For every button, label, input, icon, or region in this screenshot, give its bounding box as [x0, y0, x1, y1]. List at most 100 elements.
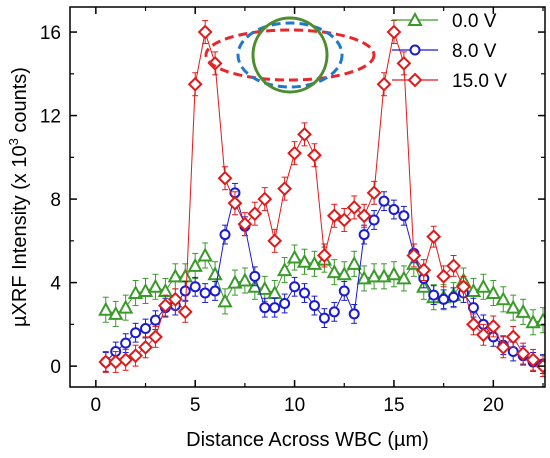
data-point	[366, 268, 382, 283]
x-tick-label: 15	[383, 395, 404, 416]
data-point	[416, 262, 432, 278]
data-point	[366, 185, 382, 201]
data-point	[140, 323, 152, 335]
legend-label: 8.0 V	[452, 41, 497, 62]
data-point	[217, 170, 233, 186]
legend-marker	[409, 44, 421, 56]
data-point	[446, 258, 461, 274]
series-diamond	[98, 20, 545, 378]
data-point	[187, 257, 203, 272]
data-point	[485, 319, 501, 334]
data-point	[257, 191, 273, 207]
data-point	[219, 229, 231, 241]
axes: 0 5 10 15 20 0 4 8 12 16	[40, 6, 546, 416]
y-axis-title-superscript: 3	[6, 138, 21, 145]
legend-item: 15.0 V	[392, 71, 507, 92]
data-point	[356, 270, 372, 285]
data-point	[197, 24, 213, 40]
data-point	[187, 76, 203, 92]
plot-area	[98, 20, 545, 378]
data-point	[326, 208, 342, 224]
x-tick-label: 5	[190, 395, 201, 416]
data-point	[346, 255, 362, 270]
legend-item: 8.0 V	[392, 41, 497, 62]
data-point	[316, 248, 332, 263]
data-point	[249, 270, 261, 282]
data-point	[227, 195, 243, 211]
y-axis-title-suffix: counts)	[9, 67, 31, 138]
data-point	[209, 285, 221, 297]
data-point	[356, 208, 372, 224]
data-point	[535, 312, 545, 327]
data-point	[495, 291, 511, 306]
data-point	[525, 352, 541, 368]
outer-ellipse	[204, 28, 376, 82]
data-point	[338, 285, 350, 297]
x-axis-title: Distance Across WBC (µm)	[186, 429, 429, 451]
data-point	[157, 298, 173, 313]
data-point	[149, 314, 161, 326]
data-point	[289, 281, 301, 293]
legend-marker	[407, 72, 423, 88]
data-point	[138, 339, 153, 355]
data-point	[269, 302, 281, 314]
data-point	[438, 293, 450, 305]
data-point	[297, 126, 312, 142]
data-point	[167, 291, 183, 307]
data-point	[428, 289, 440, 301]
y-axis-title-prefix: µXRF Intensity (x 10	[9, 145, 31, 327]
data-point	[376, 268, 392, 283]
data-point	[456, 279, 471, 295]
data-point	[505, 299, 521, 314]
data-point	[308, 300, 320, 312]
legend-item: 0.0 V	[392, 11, 497, 32]
middle-ellipse	[236, 21, 344, 89]
data-point	[98, 354, 114, 370]
data-point	[507, 346, 519, 358]
data-point	[396, 55, 412, 71]
legend-label: 0.0 V	[452, 11, 497, 32]
legend-label: 15.0 V	[452, 71, 507, 92]
data-point	[237, 216, 253, 232]
data-point	[137, 282, 154, 297]
data-point	[147, 278, 164, 293]
data-point	[318, 312, 330, 324]
data-point	[475, 327, 491, 343]
inset-diagram	[204, 16, 376, 94]
data-point	[118, 352, 134, 368]
data-point	[296, 253, 313, 268]
data-point	[299, 287, 311, 299]
data-point	[436, 268, 452, 284]
data-point	[466, 316, 481, 332]
data-point	[197, 247, 213, 262]
y-tick-label: 0	[50, 357, 61, 378]
data-point	[259, 302, 271, 314]
y-tick-label: 16	[40, 23, 61, 44]
data-point	[378, 195, 390, 207]
data-point	[167, 268, 184, 283]
data-point	[257, 280, 273, 295]
data-point	[525, 314, 541, 329]
data-point	[287, 145, 302, 161]
data-point	[207, 55, 223, 71]
data-point	[148, 329, 163, 345]
data-point	[286, 249, 303, 264]
data-point	[199, 287, 211, 299]
data-point	[368, 214, 380, 226]
data-point	[217, 293, 233, 308]
data-point	[398, 210, 410, 222]
x-tick-label: 20	[483, 395, 504, 416]
data-point	[328, 306, 340, 318]
y-tick-label: 4	[50, 274, 61, 295]
data-point	[388, 204, 400, 216]
data-point	[227, 274, 243, 289]
y-axis-title: µXRF Intensity (x 103 counts)	[6, 67, 31, 327]
data-point	[336, 266, 352, 281]
data-point	[495, 339, 511, 355]
data-point	[179, 285, 191, 297]
data-point	[358, 229, 370, 241]
data-point	[127, 284, 144, 300]
data-point	[348, 308, 360, 320]
x-tick-label: 10	[284, 395, 305, 416]
